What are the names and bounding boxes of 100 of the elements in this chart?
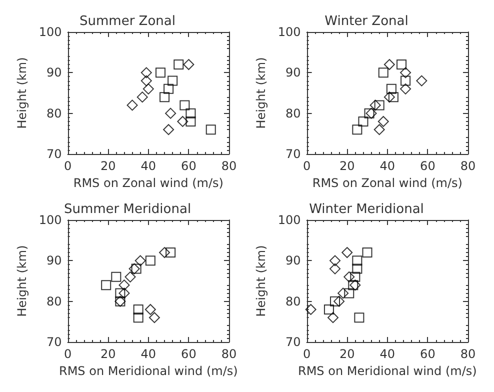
- x-axis-title: RMS on Meridional wind (m/s): [58, 364, 238, 378]
- point: [354, 312, 364, 323]
- point: [374, 124, 385, 136]
- point: [155, 68, 166, 78]
- point: [400, 76, 411, 86]
- y-tick-label: 70: [46, 147, 62, 161]
- point: [352, 124, 362, 135]
- point: [384, 92, 395, 103]
- point: [115, 288, 126, 298]
- y-tick-label: 90: [286, 66, 301, 80]
- point: [183, 59, 194, 70]
- point: [352, 264, 362, 274]
- point: [344, 271, 355, 282]
- point: [177, 116, 188, 127]
- point: [364, 108, 374, 118]
- point: [374, 100, 384, 110]
- point: [163, 124, 174, 136]
- point: [136, 92, 148, 103]
- y-tick-label: 100: [278, 25, 301, 39]
- y-axis-title: Height (km): [254, 57, 268, 129]
- y-tick-label: 100: [38, 25, 62, 39]
- point: [174, 60, 184, 70]
- point: [118, 288, 130, 299]
- point: [134, 255, 146, 266]
- x-tick-label: 40: [140, 347, 156, 361]
- point: [165, 108, 176, 119]
- point: [348, 280, 358, 290]
- point: [338, 288, 349, 299]
- y-tick-label: 100: [278, 213, 301, 227]
- point: [111, 272, 122, 282]
- x-tick-label: 60: [420, 159, 436, 173]
- x-tick-label: 40: [380, 347, 396, 361]
- point: [133, 304, 144, 314]
- point: [388, 92, 398, 102]
- point: [168, 76, 178, 86]
- chart-title: Summer Meridional: [64, 202, 192, 217]
- y-tick-label: 90: [46, 254, 62, 268]
- point: [131, 264, 142, 274]
- point: [328, 312, 338, 324]
- point: [159, 247, 170, 258]
- x-tick-label: 20: [100, 347, 116, 361]
- point: [305, 304, 316, 315]
- y-axis-title: Height (km): [15, 245, 29, 317]
- y-axis-title: Height (km): [15, 57, 29, 129]
- point: [140, 67, 152, 78]
- point: [186, 116, 196, 126]
- point: [384, 59, 395, 70]
- x-tick-label: 40: [140, 159, 156, 173]
- y-tick-label: 90: [286, 254, 301, 268]
- point: [160, 92, 170, 102]
- x-tick-label: 80: [460, 347, 476, 361]
- x-tick-label: 0: [64, 159, 72, 173]
- point: [370, 100, 381, 111]
- point: [362, 248, 372, 258]
- y-tick-label: 80: [46, 106, 62, 120]
- point: [330, 296, 340, 306]
- point: [148, 312, 160, 324]
- y-tick-label: 70: [286, 147, 301, 161]
- point: [400, 83, 412, 94]
- point: [126, 100, 138, 111]
- point: [366, 108, 377, 119]
- point: [344, 288, 354, 298]
- point: [118, 280, 130, 291]
- y-tick-label: 70: [286, 335, 301, 349]
- point: [145, 256, 156, 266]
- x-tick-label: 80: [460, 159, 476, 173]
- point: [324, 304, 334, 314]
- x-axis-title: RMS on Meridional wind (m/s): [298, 364, 477, 378]
- point: [358, 116, 368, 126]
- x-tick-label: 20: [339, 347, 355, 361]
- point: [378, 116, 389, 127]
- chart-title: Winter Meridional: [309, 202, 424, 217]
- point: [416, 75, 428, 86]
- y-tick-label: 70: [46, 335, 62, 349]
- y-tick-label: 80: [286, 106, 301, 120]
- x-tick-label: 60: [181, 159, 196, 173]
- point: [342, 247, 353, 258]
- y-tick-label: 90: [46, 66, 62, 80]
- x-tick-label: 0: [302, 347, 311, 361]
- point: [350, 280, 361, 291]
- point: [142, 83, 154, 94]
- point: [350, 272, 360, 282]
- point: [330, 255, 341, 266]
- point: [164, 84, 174, 94]
- x-tick-label: 20: [339, 159, 355, 173]
- point: [330, 263, 341, 274]
- y-tick-label: 100: [38, 213, 62, 227]
- y-tick-label: 80: [46, 294, 62, 308]
- x-tick-label: 0: [64, 347, 72, 361]
- point: [140, 75, 152, 86]
- point: [386, 84, 396, 94]
- point: [400, 67, 412, 78]
- x-tick-label: 80: [221, 159, 237, 173]
- x-tick-label: 40: [380, 159, 396, 173]
- chart-title: Summer Zonal: [80, 14, 176, 29]
- point: [124, 271, 136, 282]
- point: [128, 263, 140, 274]
- point: [180, 100, 190, 110]
- point: [396, 60, 407, 70]
- point: [144, 304, 156, 315]
